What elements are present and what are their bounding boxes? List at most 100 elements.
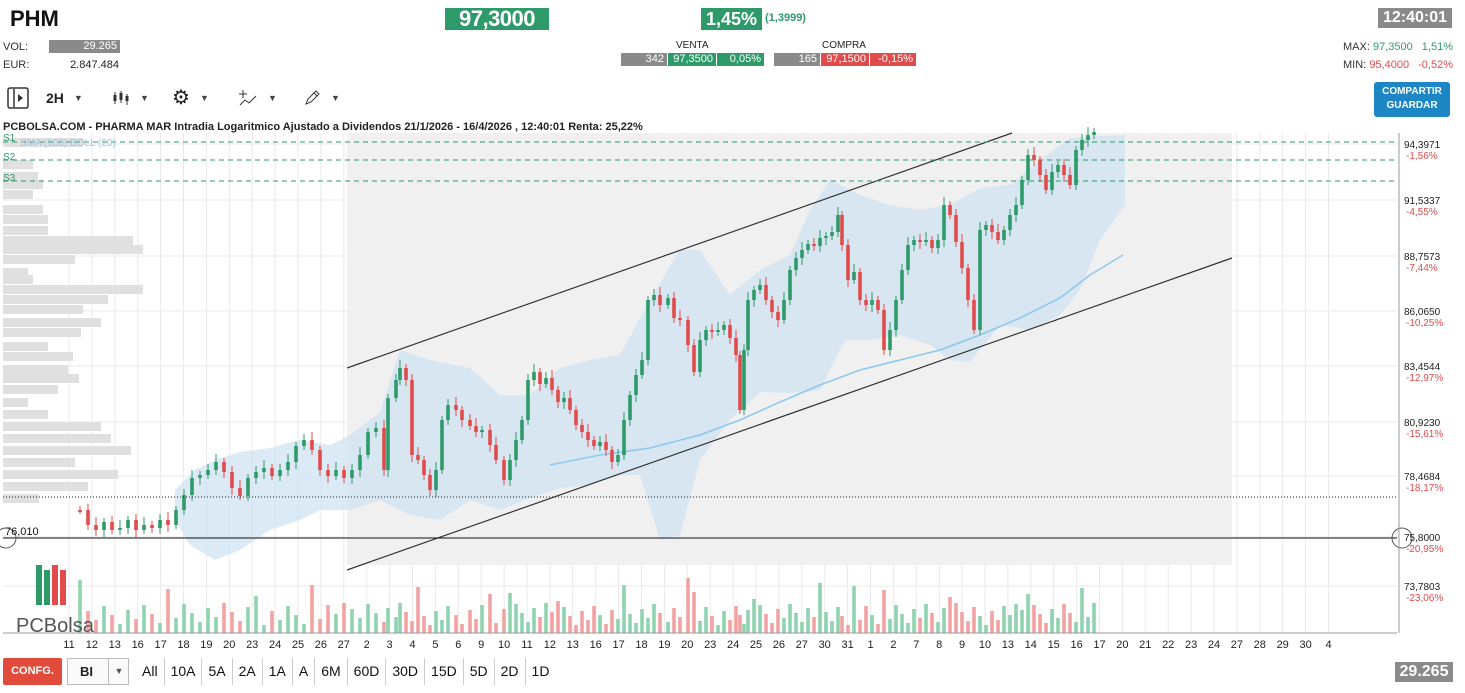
chart-type-dropdown[interactable]: BI [67, 658, 129, 685]
x-tick-label: 10 [498, 639, 510, 651]
period-2a[interactable]: 2A [233, 658, 263, 685]
x-tick-label: 18 [177, 639, 189, 651]
share-save-button[interactable]: COMPARTIR GUARDAR [1374, 82, 1450, 117]
volume-bar [286, 606, 290, 633]
volume-bar [508, 593, 512, 633]
period-5a[interactable]: 5A [202, 658, 233, 685]
period-1a[interactable]: 1A [263, 658, 293, 685]
candle-body [1062, 165, 1066, 175]
candle-body [94, 525, 98, 530]
candle-body [652, 295, 656, 300]
y-tick-pct: -4,55% [1406, 207, 1438, 218]
y-tick-pct: -1,56% [1406, 151, 1438, 162]
period-a[interactable]: A [293, 658, 316, 685]
volume-bar [150, 614, 154, 633]
volume-bar [238, 621, 242, 633]
pcbolsa-logo: PCBolsa [16, 565, 95, 637]
volume-profile-bar [3, 458, 75, 467]
panel-toggle-button[interactable] [7, 87, 29, 109]
pencil-icon [305, 90, 320, 105]
volume-bar [520, 613, 524, 633]
volume-bar [544, 603, 548, 633]
x-tick-label: 17 [612, 639, 624, 651]
volume-bar [440, 620, 444, 633]
eur-value: 2.847.484 [70, 59, 119, 71]
candle-body [876, 300, 880, 310]
gear-icon: ⚙ [172, 87, 190, 109]
volume-bar [870, 615, 874, 633]
x-tick-label: 19 [658, 639, 670, 651]
volume-bar [954, 603, 958, 633]
x-tick-label: 20 [1116, 639, 1128, 651]
volume-bar [710, 616, 714, 633]
candle-body [858, 272, 862, 300]
candle-body [996, 232, 1000, 240]
volume-bar [1038, 614, 1042, 633]
chart-type-select[interactable]: ▼ [112, 87, 149, 109]
config-button[interactable]: CONFG. [3, 658, 62, 685]
period-60d[interactable]: 60D [348, 658, 387, 685]
volume-bar [350, 609, 354, 633]
candle-body [686, 320, 690, 345]
interval-select[interactable]: 2H ▼ [46, 87, 83, 109]
chevron-down-icon[interactable]: ▼ [108, 658, 129, 685]
period-30d[interactable]: 30D [386, 658, 426, 685]
x-tick-label: 28 [1254, 639, 1266, 651]
candle-body [428, 475, 432, 490]
candle-body [454, 405, 458, 410]
candle-body [294, 446, 298, 462]
candle-body [222, 462, 226, 472]
support-label: S1 [3, 133, 16, 144]
period-2d[interactable]: 2D [495, 658, 526, 685]
volume-bar [366, 604, 370, 633]
x-tick-label: 16 [132, 639, 144, 651]
volume-bar [1020, 610, 1024, 633]
candle-body [386, 398, 390, 470]
volume-bar [1032, 605, 1036, 633]
volume-bar [166, 589, 170, 633]
period-15d[interactable]: 15D [425, 658, 464, 685]
period-5d[interactable]: 5D [464, 658, 495, 685]
candle-body [238, 488, 242, 496]
x-tick-label: 24 [727, 639, 739, 651]
y-tick-price: 83,4544 [1404, 362, 1441, 373]
candle-body [150, 525, 154, 528]
max-label: MAX: [1343, 41, 1370, 53]
settings-select[interactable]: ⚙ ▼ [172, 87, 209, 109]
period-all[interactable]: All [136, 658, 165, 685]
volume-bar [118, 624, 122, 633]
candle-body [882, 310, 886, 350]
candle-body [214, 462, 218, 470]
period-10a[interactable]: 10A [165, 658, 203, 685]
min-value: 95,4000 [1369, 59, 1410, 71]
candle-body [672, 298, 676, 318]
candle-body [550, 378, 554, 390]
compra-qty: 165 [774, 53, 820, 66]
indicators-select[interactable]: ▼ [238, 87, 277, 109]
drawing-tools-select[interactable]: ▼ [303, 87, 340, 109]
period-6m[interactable]: 6M [315, 658, 348, 685]
volume-bar [876, 624, 880, 633]
vol-value: 29.265 [49, 40, 120, 53]
candle-body [1026, 155, 1030, 180]
max-value: 97,3500 [1372, 41, 1413, 53]
volume-bar [598, 615, 602, 633]
volume-bar [672, 608, 676, 633]
period-1d[interactable]: 1D [531, 663, 550, 679]
candle-body [734, 338, 738, 355]
volume-bar [858, 620, 862, 633]
volume-profile-bar [3, 374, 79, 383]
y-tick-price: 86,0650 [1404, 307, 1441, 318]
x-tick-label: 20 [681, 639, 693, 651]
volume-bar [246, 607, 250, 633]
volume-bar [734, 606, 738, 633]
volume-bar [182, 604, 186, 633]
volume-bar [948, 597, 952, 633]
x-tick-label: 7 [913, 639, 919, 651]
candle-body [350, 470, 354, 478]
candle-body [990, 225, 994, 232]
share-label: COMPARTIR [1382, 86, 1442, 97]
volume-bar [728, 620, 732, 633]
candle-body [728, 325, 732, 338]
